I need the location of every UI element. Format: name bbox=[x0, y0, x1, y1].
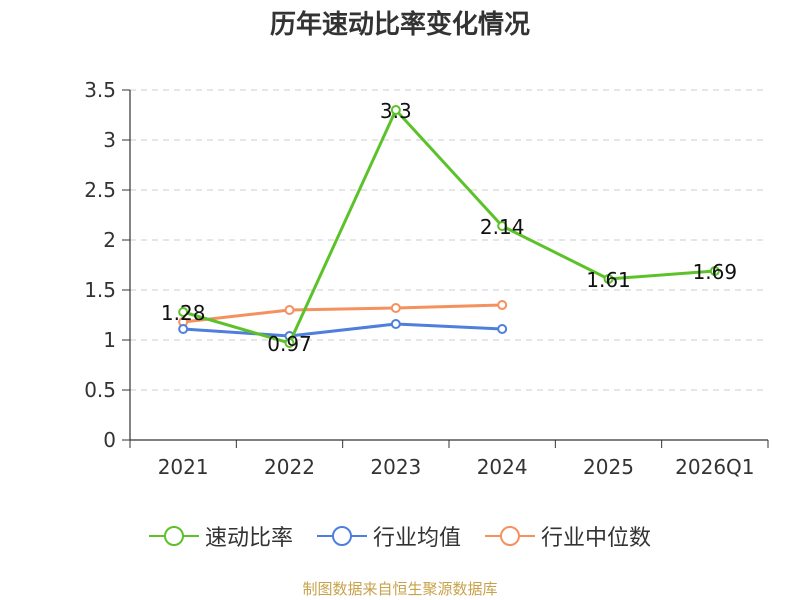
y-tick-label: 2 bbox=[103, 228, 116, 252]
data-label: 3.3 bbox=[380, 99, 412, 123]
data-point-series-1 bbox=[178, 324, 189, 334]
source-note: 制图数据来自恒生聚源数据库 bbox=[302, 580, 498, 598]
chart-title: 历年速动比率变化情况 bbox=[269, 10, 530, 40]
y-tick-label: 2.5 bbox=[84, 178, 116, 202]
legend-label-industry-median: 行业中位数 bbox=[541, 526, 652, 551]
x-tick-label: 2026Q1 bbox=[675, 455, 754, 479]
legend-item-industry-median[interactable]: 行业中位数 bbox=[485, 520, 651, 552]
data-point-series-1 bbox=[497, 324, 508, 334]
chart-plot: 0 0.5 1 1.5 2 2.5 3 3.5 2021 2022 2023 2024 2025 2026… bbox=[84, 78, 769, 479]
y-tick-label: 0 bbox=[103, 428, 116, 452]
x-tick-label: 2022 bbox=[264, 455, 315, 479]
data-point-series-0 bbox=[178, 307, 189, 317]
x-tick-label: 2024 bbox=[477, 455, 528, 479]
x-tick-label: 2023 bbox=[370, 455, 421, 479]
legend: 速动比率 行业均值 行业中位数 bbox=[0, 520, 800, 552]
data-point-series-2 bbox=[390, 303, 401, 313]
series-line-0 bbox=[182, 108, 715, 345]
data-point-series-0 bbox=[284, 338, 295, 348]
data-label: 2.14 bbox=[480, 215, 525, 239]
y-tick-label: 0.5 bbox=[84, 378, 116, 402]
y-tick-label: 3.5 bbox=[84, 78, 116, 102]
data-point-series-0 bbox=[497, 221, 508, 231]
data-point-series-0 bbox=[709, 266, 720, 276]
data-point-series-1 bbox=[390, 319, 401, 329]
data-label: 1.61 bbox=[586, 268, 631, 292]
legend-label-quick-ratio: 速动比率 bbox=[204, 526, 293, 551]
legend-label-industry-mean: 行业均值 bbox=[372, 526, 461, 551]
x-tick-label: 2021 bbox=[158, 455, 209, 479]
y-tick-label: 3 bbox=[103, 128, 116, 152]
series-line-1 bbox=[183, 322, 503, 338]
legend-item-quick-ratio[interactable]: 速动比率 bbox=[148, 520, 293, 552]
legend-item-industry-mean[interactable]: 行业均值 bbox=[316, 520, 461, 552]
x-tick-label: 2025 bbox=[583, 455, 634, 479]
series-line-2 bbox=[182, 303, 503, 324]
legend-marker-industry-mean bbox=[316, 526, 367, 546]
data-point-series-2 bbox=[284, 305, 295, 315]
data-point-series-2 bbox=[497, 300, 508, 310]
legend-marker-quick-ratio bbox=[148, 526, 199, 546]
y-tick-label: 1 bbox=[103, 328, 116, 352]
data-point-series-0 bbox=[603, 274, 614, 284]
y-tick-label: 1.5 bbox=[84, 278, 116, 302]
data-label: 0.97 bbox=[267, 332, 312, 356]
data-point-series-0 bbox=[390, 105, 401, 115]
legend-marker-industry-median bbox=[485, 526, 535, 546]
data-label: 1.28 bbox=[161, 301, 206, 325]
data-label: 1.69 bbox=[693, 260, 738, 284]
